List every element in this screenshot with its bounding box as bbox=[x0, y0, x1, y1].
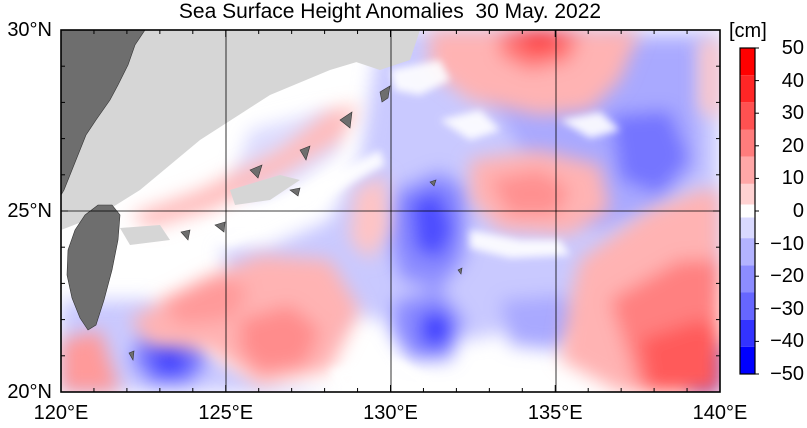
colorbar bbox=[739, 47, 759, 375]
colorbar-bin bbox=[740, 156, 755, 184]
colorbar-bin bbox=[740, 48, 755, 76]
colorbar-bin bbox=[740, 75, 755, 103]
colorbar-tick-label: 10 bbox=[781, 167, 804, 190]
colorbar-tick-label: 40 bbox=[781, 69, 804, 92]
colorbar-bin bbox=[740, 292, 755, 320]
colorbar-tick-label: −40 bbox=[770, 330, 804, 353]
longitude-label: 140°E bbox=[692, 402, 748, 424]
colorbar-tick-label: 50 bbox=[781, 37, 804, 59]
colorbar-zero-band bbox=[740, 204, 755, 218]
latitude-label: 30°N bbox=[7, 19, 52, 41]
colorbar-unit: [cm] bbox=[729, 20, 767, 42]
near-zero-band bbox=[200, 60, 620, 392]
colorbar-bin bbox=[740, 319, 755, 347]
longitude-label: 135°E bbox=[527, 402, 583, 424]
latitude-label: 25°N bbox=[7, 200, 52, 222]
map-grid bbox=[61, 30, 720, 392]
colorbar-tick-label: −20 bbox=[770, 265, 804, 288]
map-plot-area bbox=[61, 30, 720, 392]
longitude-label: 120°E bbox=[33, 402, 89, 424]
positive-anomaly-field bbox=[61, 30, 720, 392]
colorbar-bin bbox=[740, 102, 755, 130]
colorbar-bin bbox=[740, 238, 755, 266]
longitude-label: 130°E bbox=[363, 402, 418, 424]
map-title: Sea Surface Height Anomalies 30 May. 202… bbox=[178, 0, 602, 23]
colorbar-bin bbox=[740, 265, 755, 293]
colorbar-tick-label: 0 bbox=[792, 200, 804, 222]
land bbox=[61, 30, 463, 361]
colorbar-bin bbox=[740, 211, 755, 239]
longitude-label: 125°E bbox=[198, 402, 254, 424]
colorbar-tick-label: −10 bbox=[770, 232, 804, 255]
colorbar-tick-label: −50 bbox=[770, 363, 804, 385]
colorbar-bin bbox=[740, 129, 755, 157]
colorbar-tick-label: −30 bbox=[770, 297, 804, 320]
colorbar-tick-label: 20 bbox=[781, 134, 804, 157]
colorbar-tick-label: 30 bbox=[781, 102, 804, 125]
colorbar-bin bbox=[740, 183, 755, 211]
colorbar-bin bbox=[740, 346, 755, 374]
shelf-mask bbox=[61, 30, 420, 245]
latitude-label: 20°N bbox=[7, 381, 52, 403]
map-ticks bbox=[60, 29, 721, 393]
